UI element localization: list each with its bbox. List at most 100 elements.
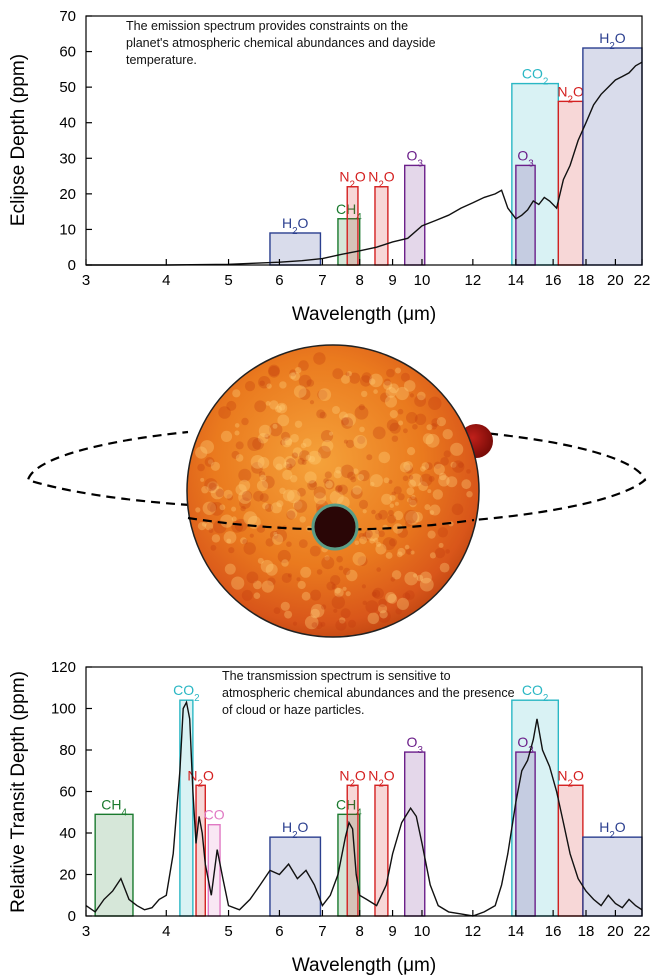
star-granule bbox=[281, 436, 293, 448]
star-granule bbox=[403, 380, 416, 392]
star-granule bbox=[287, 489, 301, 504]
star-granule bbox=[265, 538, 274, 547]
star-granule bbox=[389, 410, 398, 419]
star-granule bbox=[295, 367, 302, 374]
band-label-h2o: H2O bbox=[599, 819, 626, 841]
star-granule bbox=[408, 496, 418, 506]
emission-x-tick-label: 6 bbox=[275, 272, 283, 289]
star-granule bbox=[247, 437, 262, 451]
star-granule bbox=[310, 608, 320, 619]
band-label-ch4: CH4 bbox=[336, 201, 362, 223]
star-granule bbox=[258, 471, 266, 478]
star-granule bbox=[305, 454, 312, 461]
star-granule bbox=[402, 592, 411, 601]
star-granule bbox=[210, 502, 224, 516]
band-label-o3: O3 bbox=[517, 147, 534, 169]
star-granule bbox=[372, 587, 384, 600]
star-granule bbox=[267, 577, 276, 586]
band-o3 bbox=[404, 751, 426, 917]
star-granule bbox=[324, 479, 335, 490]
star-granule bbox=[249, 533, 254, 538]
star-granule bbox=[411, 494, 416, 499]
band-label-co2: CO2 bbox=[522, 66, 548, 88]
emission-y-tick-label: 50 bbox=[59, 79, 76, 96]
star-granule bbox=[309, 400, 315, 405]
star-granule bbox=[402, 475, 409, 482]
band-ch4 bbox=[94, 813, 134, 917]
transmission-annotation: The transmission spectrum is sensitive t… bbox=[222, 669, 515, 717]
star-granule bbox=[253, 580, 262, 590]
star-granule bbox=[362, 600, 367, 605]
star-granule bbox=[329, 490, 344, 505]
star-granule bbox=[324, 471, 332, 479]
star-granule bbox=[296, 577, 301, 582]
star-granule bbox=[409, 473, 423, 487]
star-granule bbox=[316, 409, 326, 419]
star-granule bbox=[257, 557, 264, 564]
star-granule bbox=[283, 461, 290, 469]
star-granule bbox=[335, 485, 343, 493]
star-granule bbox=[224, 563, 236, 575]
host-star bbox=[186, 344, 480, 638]
star-granule bbox=[334, 587, 341, 594]
star-granule bbox=[403, 461, 413, 471]
star-granule bbox=[422, 433, 434, 445]
star-granule bbox=[235, 454, 244, 462]
star-granule bbox=[359, 426, 365, 433]
star-granule bbox=[371, 591, 377, 597]
star-granule bbox=[210, 544, 217, 551]
star-granule bbox=[424, 462, 433, 470]
star-granule bbox=[393, 486, 402, 495]
band-label-o3: O3 bbox=[407, 147, 424, 169]
band-n2o bbox=[374, 186, 389, 266]
star-granule bbox=[324, 555, 330, 561]
star-granule bbox=[280, 601, 290, 611]
star-granule bbox=[369, 373, 383, 388]
star-granule bbox=[386, 419, 399, 432]
star-granule bbox=[334, 587, 344, 598]
star-granule bbox=[311, 622, 318, 628]
star-granule bbox=[314, 492, 327, 505]
star-granule bbox=[367, 612, 380, 625]
star-granule bbox=[257, 433, 269, 444]
star-granule bbox=[258, 376, 271, 389]
star-granule bbox=[391, 435, 399, 442]
star-granule bbox=[287, 573, 292, 578]
star-granule bbox=[292, 500, 303, 510]
star-granule bbox=[365, 600, 379, 614]
star-granule bbox=[326, 581, 336, 591]
star-granule bbox=[382, 537, 396, 551]
star-granule bbox=[284, 610, 293, 619]
star-granule bbox=[466, 491, 473, 498]
band-label-o3: O3 bbox=[517, 734, 534, 756]
star-granule bbox=[405, 548, 413, 555]
star-granule bbox=[310, 589, 322, 601]
star-granule bbox=[316, 569, 323, 575]
transmission-spectrum-line bbox=[85, 700, 643, 917]
star-granule bbox=[342, 413, 356, 427]
star-granule bbox=[300, 442, 307, 449]
star-granule bbox=[195, 446, 208, 459]
emission-x-tick-label: 14 bbox=[508, 272, 525, 289]
star-granule bbox=[394, 501, 399, 506]
star-granule bbox=[354, 405, 369, 420]
star-granule bbox=[335, 484, 343, 492]
band-label-n2o: N2O bbox=[339, 767, 366, 789]
star-granule bbox=[298, 388, 311, 400]
star-granule bbox=[235, 484, 247, 496]
emission-y-tick-label: 70 bbox=[59, 8, 76, 25]
star-granule bbox=[406, 487, 415, 496]
band-o3 bbox=[515, 164, 536, 266]
star-granule bbox=[265, 563, 278, 576]
star-granule bbox=[410, 550, 415, 555]
star-granule bbox=[405, 510, 420, 525]
star-granule bbox=[442, 429, 453, 440]
star-granule bbox=[313, 486, 326, 499]
star-granule bbox=[374, 529, 380, 535]
star-granule bbox=[398, 420, 404, 426]
star-granule bbox=[388, 509, 394, 516]
star-granule bbox=[461, 479, 472, 490]
star-granule bbox=[272, 533, 284, 545]
band-label-h2o: H2O bbox=[599, 30, 626, 52]
